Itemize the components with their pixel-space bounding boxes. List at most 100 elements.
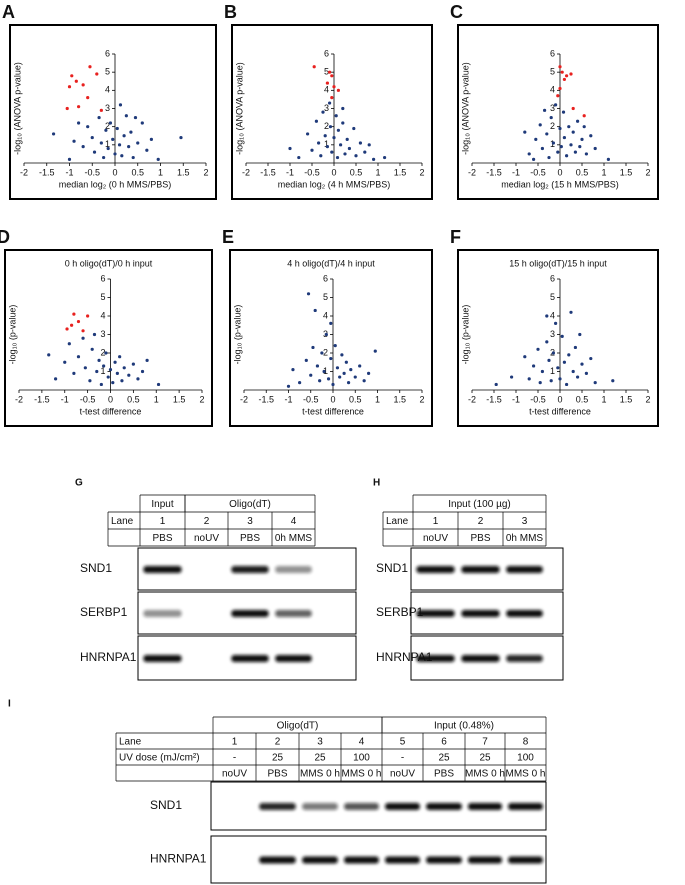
x-tick-label: 0 <box>330 394 335 404</box>
point <box>353 375 357 379</box>
point <box>332 135 336 140</box>
point <box>338 375 342 379</box>
point <box>325 81 329 85</box>
point <box>534 137 538 141</box>
panel-label: H <box>373 478 380 489</box>
band <box>508 803 543 810</box>
point <box>127 145 131 149</box>
y-tick-label: 2 <box>324 121 329 131</box>
x-tick-label: 0 <box>557 394 562 404</box>
point <box>88 379 92 383</box>
group-header: Input <box>151 499 173 510</box>
protein-label: SND1 <box>150 798 182 812</box>
x-tick-label: 0 <box>331 167 336 177</box>
point <box>120 379 124 383</box>
y-tick-label: 6 <box>100 273 105 283</box>
point <box>113 360 117 364</box>
table-cell: - <box>401 753 404 764</box>
point <box>328 70 332 74</box>
table-cell: 1 <box>232 737 238 748</box>
point <box>322 369 326 374</box>
point <box>558 86 562 91</box>
panel-label: B <box>224 2 237 22</box>
y-tick-label: 4 <box>550 310 555 320</box>
point <box>115 126 119 131</box>
group-header: Oligo(dT) <box>229 499 271 510</box>
x-tick-label: 2 <box>203 167 208 177</box>
point <box>120 154 124 158</box>
point <box>65 327 69 331</box>
x-tick-label: 1 <box>601 394 606 404</box>
point <box>565 382 569 387</box>
point <box>556 366 560 370</box>
x-tick-label: -0.5 <box>80 394 96 404</box>
point <box>47 353 51 357</box>
point <box>286 384 291 388</box>
point <box>86 314 90 318</box>
point <box>329 321 333 325</box>
x-tick-label: -1 <box>512 394 520 404</box>
point <box>556 150 560 154</box>
scatter-panel: D -2 -1.5 -1 -0.5 0 0.5 1 1.5 2 1 2 3 4 5 6 0 h oligo(dT… <box>0 227 213 427</box>
y-tick-label: 4 <box>323 310 328 320</box>
panel-label: G <box>75 478 83 489</box>
x-tick-label: 1 <box>375 394 380 404</box>
point <box>315 364 320 368</box>
x-axis-label: median log₂ (15 h MMS/PBS) <box>501 179 619 189</box>
band <box>506 610 543 617</box>
point <box>95 369 99 374</box>
band <box>385 803 420 810</box>
point <box>567 353 571 357</box>
point <box>99 141 103 145</box>
point <box>558 65 562 69</box>
y-axis-label: -log₁₀ (ANOVA p-value) <box>12 62 22 155</box>
point <box>335 366 340 370</box>
x-tick-label: 0.5 <box>349 394 362 404</box>
point <box>336 128 340 132</box>
point <box>108 368 113 372</box>
x-tick-label: 1.5 <box>620 394 633 404</box>
y-tick-label: 6 <box>324 48 329 58</box>
point <box>156 382 161 387</box>
point <box>367 143 371 147</box>
point <box>383 155 387 160</box>
band <box>231 566 269 573</box>
table-cell: 2 <box>204 516 210 527</box>
protein-label: SERBP1 <box>80 605 128 619</box>
band <box>508 856 543 864</box>
point <box>554 321 558 325</box>
panel-frame <box>229 249 433 427</box>
x-tick-label: 2 <box>419 394 424 404</box>
point <box>104 351 108 355</box>
x-axis-label: median log₂ (4 h MMS/PBS) <box>278 179 391 189</box>
point <box>576 375 580 379</box>
table-cell: 4 <box>291 516 297 527</box>
point <box>81 145 85 149</box>
x-tick-label: 2 <box>199 394 204 404</box>
panel-label: F <box>450 227 461 247</box>
point <box>76 319 81 324</box>
band <box>302 803 338 810</box>
point <box>328 101 332 105</box>
x-tick-label: 2 <box>419 167 424 177</box>
table-cell: PBS <box>152 533 172 544</box>
point <box>372 157 376 161</box>
point <box>573 150 578 154</box>
point <box>551 141 556 145</box>
point <box>340 353 344 357</box>
table-cell: 3 <box>522 516 528 527</box>
point <box>67 342 71 346</box>
x-tick-label: -1.5 <box>39 167 55 177</box>
x-tick-label: 0.5 <box>350 167 363 177</box>
x-tick-label: 1 <box>375 167 380 177</box>
point <box>317 141 321 145</box>
point <box>331 382 335 387</box>
point <box>349 368 353 372</box>
band <box>385 856 420 864</box>
x-tick-label: -0.5 <box>84 167 100 177</box>
point <box>318 379 322 383</box>
x-tick-label: -1.5 <box>486 394 502 404</box>
table-cell: 5 <box>400 737 406 748</box>
band <box>231 610 269 617</box>
point <box>332 85 336 89</box>
